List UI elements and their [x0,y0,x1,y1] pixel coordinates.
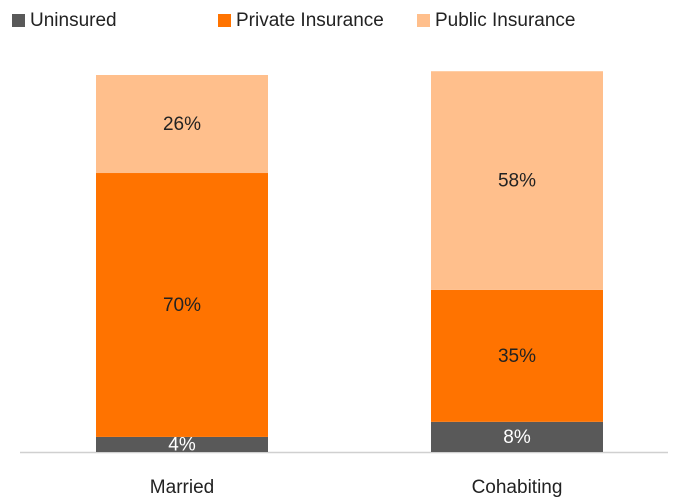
bar-segment [431,71,603,290]
value-label: 35% [498,346,536,367]
bar-segment [431,421,603,452]
x-tick-label: Married [150,477,214,498]
legend-swatch [218,14,231,27]
legend-label: Uninsured [30,10,117,31]
x-tick-label: Cohabiting [472,477,563,498]
bar-segment [96,75,268,174]
value-label: 58% [498,171,536,192]
value-label: 70% [163,295,201,316]
value-label: 8% [503,427,531,448]
value-label: 26% [163,114,201,135]
legend-swatch [417,14,430,27]
legend-label: Public Insurance [435,10,575,31]
bar-segment [96,173,268,437]
bar-segment [96,436,268,452]
bar-segment [431,289,603,422]
value-label: 4% [168,434,196,455]
legend-swatch [12,14,25,27]
legend-label: Private Insurance [236,10,384,31]
